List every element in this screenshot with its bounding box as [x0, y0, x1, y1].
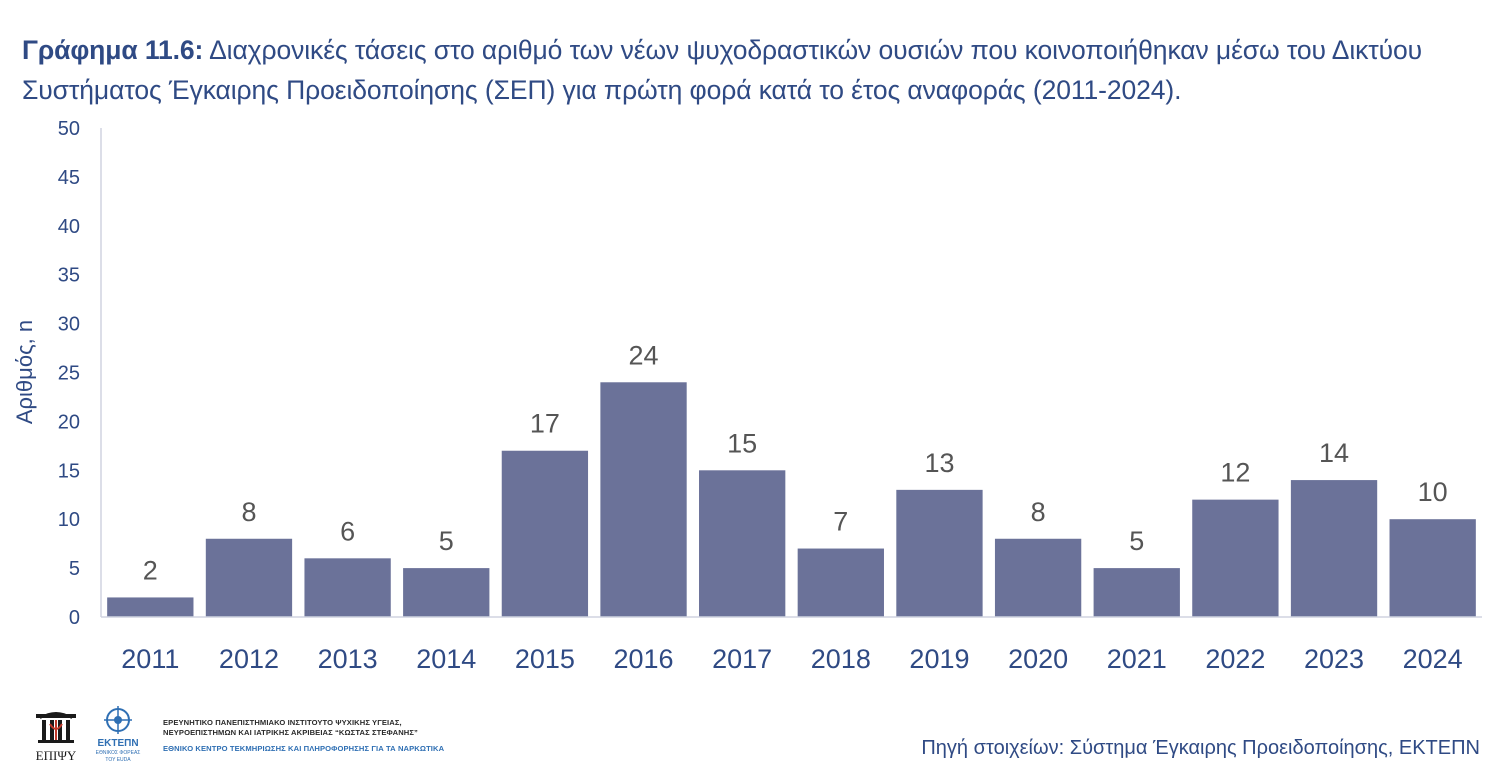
ektepn-logo-sub1: ΕΘΝΙΚΟΣ ΦΟΡΕΑΣ	[96, 750, 141, 756]
bar	[205, 538, 293, 617]
epipsy-logo-text: ΕΠΙΨΥ	[36, 748, 77, 763]
x-tick-label: 2014	[416, 644, 476, 674]
y-tick-label: 45	[58, 167, 80, 189]
x-tick-label: 2018	[811, 644, 871, 674]
data-label: 12	[1220, 458, 1250, 488]
x-tick-label: 2016	[613, 644, 673, 674]
bar	[994, 538, 1082, 617]
data-label: 15	[727, 428, 757, 458]
org-line-2: ΝΕΥΡΟΕΠΙΣΤΗΜΩΝ ΚΑΙ ΙΑΤΡΙΚΗΣ ΑΚΡΙΒΕΙΑΣ “Κ…	[163, 727, 418, 737]
y-tick-label: 30	[58, 314, 80, 336]
bar	[304, 558, 391, 617]
x-tick-label: 2024	[1403, 644, 1463, 674]
data-label: 24	[629, 340, 659, 370]
bar	[403, 568, 490, 617]
bar	[1192, 499, 1279, 617]
bar	[600, 382, 687, 617]
bars: 2 8 6 5 17 24 15 7 13 8 5 12 14 10	[107, 340, 1476, 617]
bar	[797, 548, 884, 617]
bar	[107, 597, 194, 617]
data-label: 6	[340, 516, 355, 546]
chart-title: Γράφημα 11.6: Διαχρονικές τάσεις στο αρι…	[22, 30, 1482, 110]
x-tick-label: 2021	[1107, 644, 1167, 674]
chart-title-lead: Γράφημα 11.6:	[22, 35, 204, 65]
y-tick-label: 50	[58, 118, 80, 140]
chart-title-text: Διαχρονικές τάσεις στο αριθμό των νέων ψ…	[22, 35, 1423, 105]
data-label: 5	[439, 526, 454, 556]
data-label: 17	[530, 409, 560, 439]
ektepn-logo: ΕΚΤΕΠΝ ΕΘΝΙΚΟΣ ΦΟΡΕΑΣ ΤΟΥ EUDA	[96, 706, 141, 763]
x-tick-label: 2022	[1205, 644, 1265, 674]
epipsy-logo: ΕΠΙΨΥ	[36, 712, 77, 763]
y-tick-label: 40	[58, 216, 80, 238]
x-tick-label: 2023	[1304, 644, 1364, 674]
y-tick-label: 25	[58, 363, 80, 385]
y-tick-label: 15	[58, 460, 80, 482]
bar	[1290, 480, 1378, 617]
y-axis-label: Αριθμός, n	[12, 320, 37, 424]
org-line-1: ΕΡΕΥΝΗΤΙΚΟ ΠΑΝΕΠΙΣΤΗΜΙΑΚΟ ΙΝΣΤΙΤΟΥΤΟ ΨΥΧ…	[163, 718, 402, 727]
footer-logos: ΕΠΙΨΥ ΕΚΤΕΠΝ ΕΘΝΙΚΟΣ ΦΟΡΕΑΣ ΤΟΥ EUDA	[36, 706, 141, 763]
x-tick-label: 2013	[318, 644, 378, 674]
source-note: Πηγή στοιχείων: Σύστημα Έγκαιρης Προειδο…	[921, 737, 1480, 759]
data-label: 2	[143, 555, 158, 585]
y-tick-label: 10	[58, 509, 80, 531]
x-tick-label: 2020	[1008, 644, 1068, 674]
data-label: 14	[1319, 438, 1349, 468]
data-label: 7	[833, 507, 848, 537]
bar	[501, 450, 589, 617]
x-tick-label: 2015	[515, 644, 575, 674]
data-label: 10	[1418, 477, 1448, 507]
y-tick-label: 35	[58, 265, 80, 287]
y-tick-label: 0	[69, 607, 80, 629]
x-tick-label: 2017	[712, 644, 772, 674]
x-tick-label: 2019	[909, 644, 969, 674]
y-tick-label: 5	[69, 558, 80, 580]
ektepn-logo-title: ΕΚΤΕΠΝ	[97, 738, 138, 749]
data-label: 8	[241, 497, 256, 527]
data-label: 5	[1129, 526, 1144, 556]
y-tick-label: 20	[58, 411, 80, 433]
ektepn-logo-sub2: ΤΟΥ EUDA	[105, 757, 131, 763]
data-label: 8	[1031, 497, 1046, 527]
bar	[699, 470, 786, 617]
x-axis: 2011 2012 2013 2014 2015 2016 2017 2018 2019 2020…	[101, 616, 1482, 674]
organization-text: ΕΡΕΥΝΗΤΙΚΟ ΠΑΝΕΠΙΣΤΗΜΙΑΚΟ ΙΝΣΤΙΤΟΥΤΟ ΨΥΧ…	[163, 718, 523, 754]
bar	[1093, 568, 1180, 617]
y-axis: 0 5 10 15 20 25 30 35 40 45 50	[58, 118, 102, 629]
bar	[896, 489, 983, 617]
x-tick-label: 2012	[219, 644, 279, 674]
x-tick-label: 2011	[121, 644, 179, 674]
data-label: 13	[924, 448, 954, 478]
org-line-3: ΕΘΝΙΚΟ ΚΕΝΤΡΟ ΤΕΚΜΗΡΙΩΣΗΣ ΚΑΙ ΠΛΗΡΟΦΟΡΗΣ…	[163, 744, 445, 753]
bar	[1389, 519, 1476, 617]
